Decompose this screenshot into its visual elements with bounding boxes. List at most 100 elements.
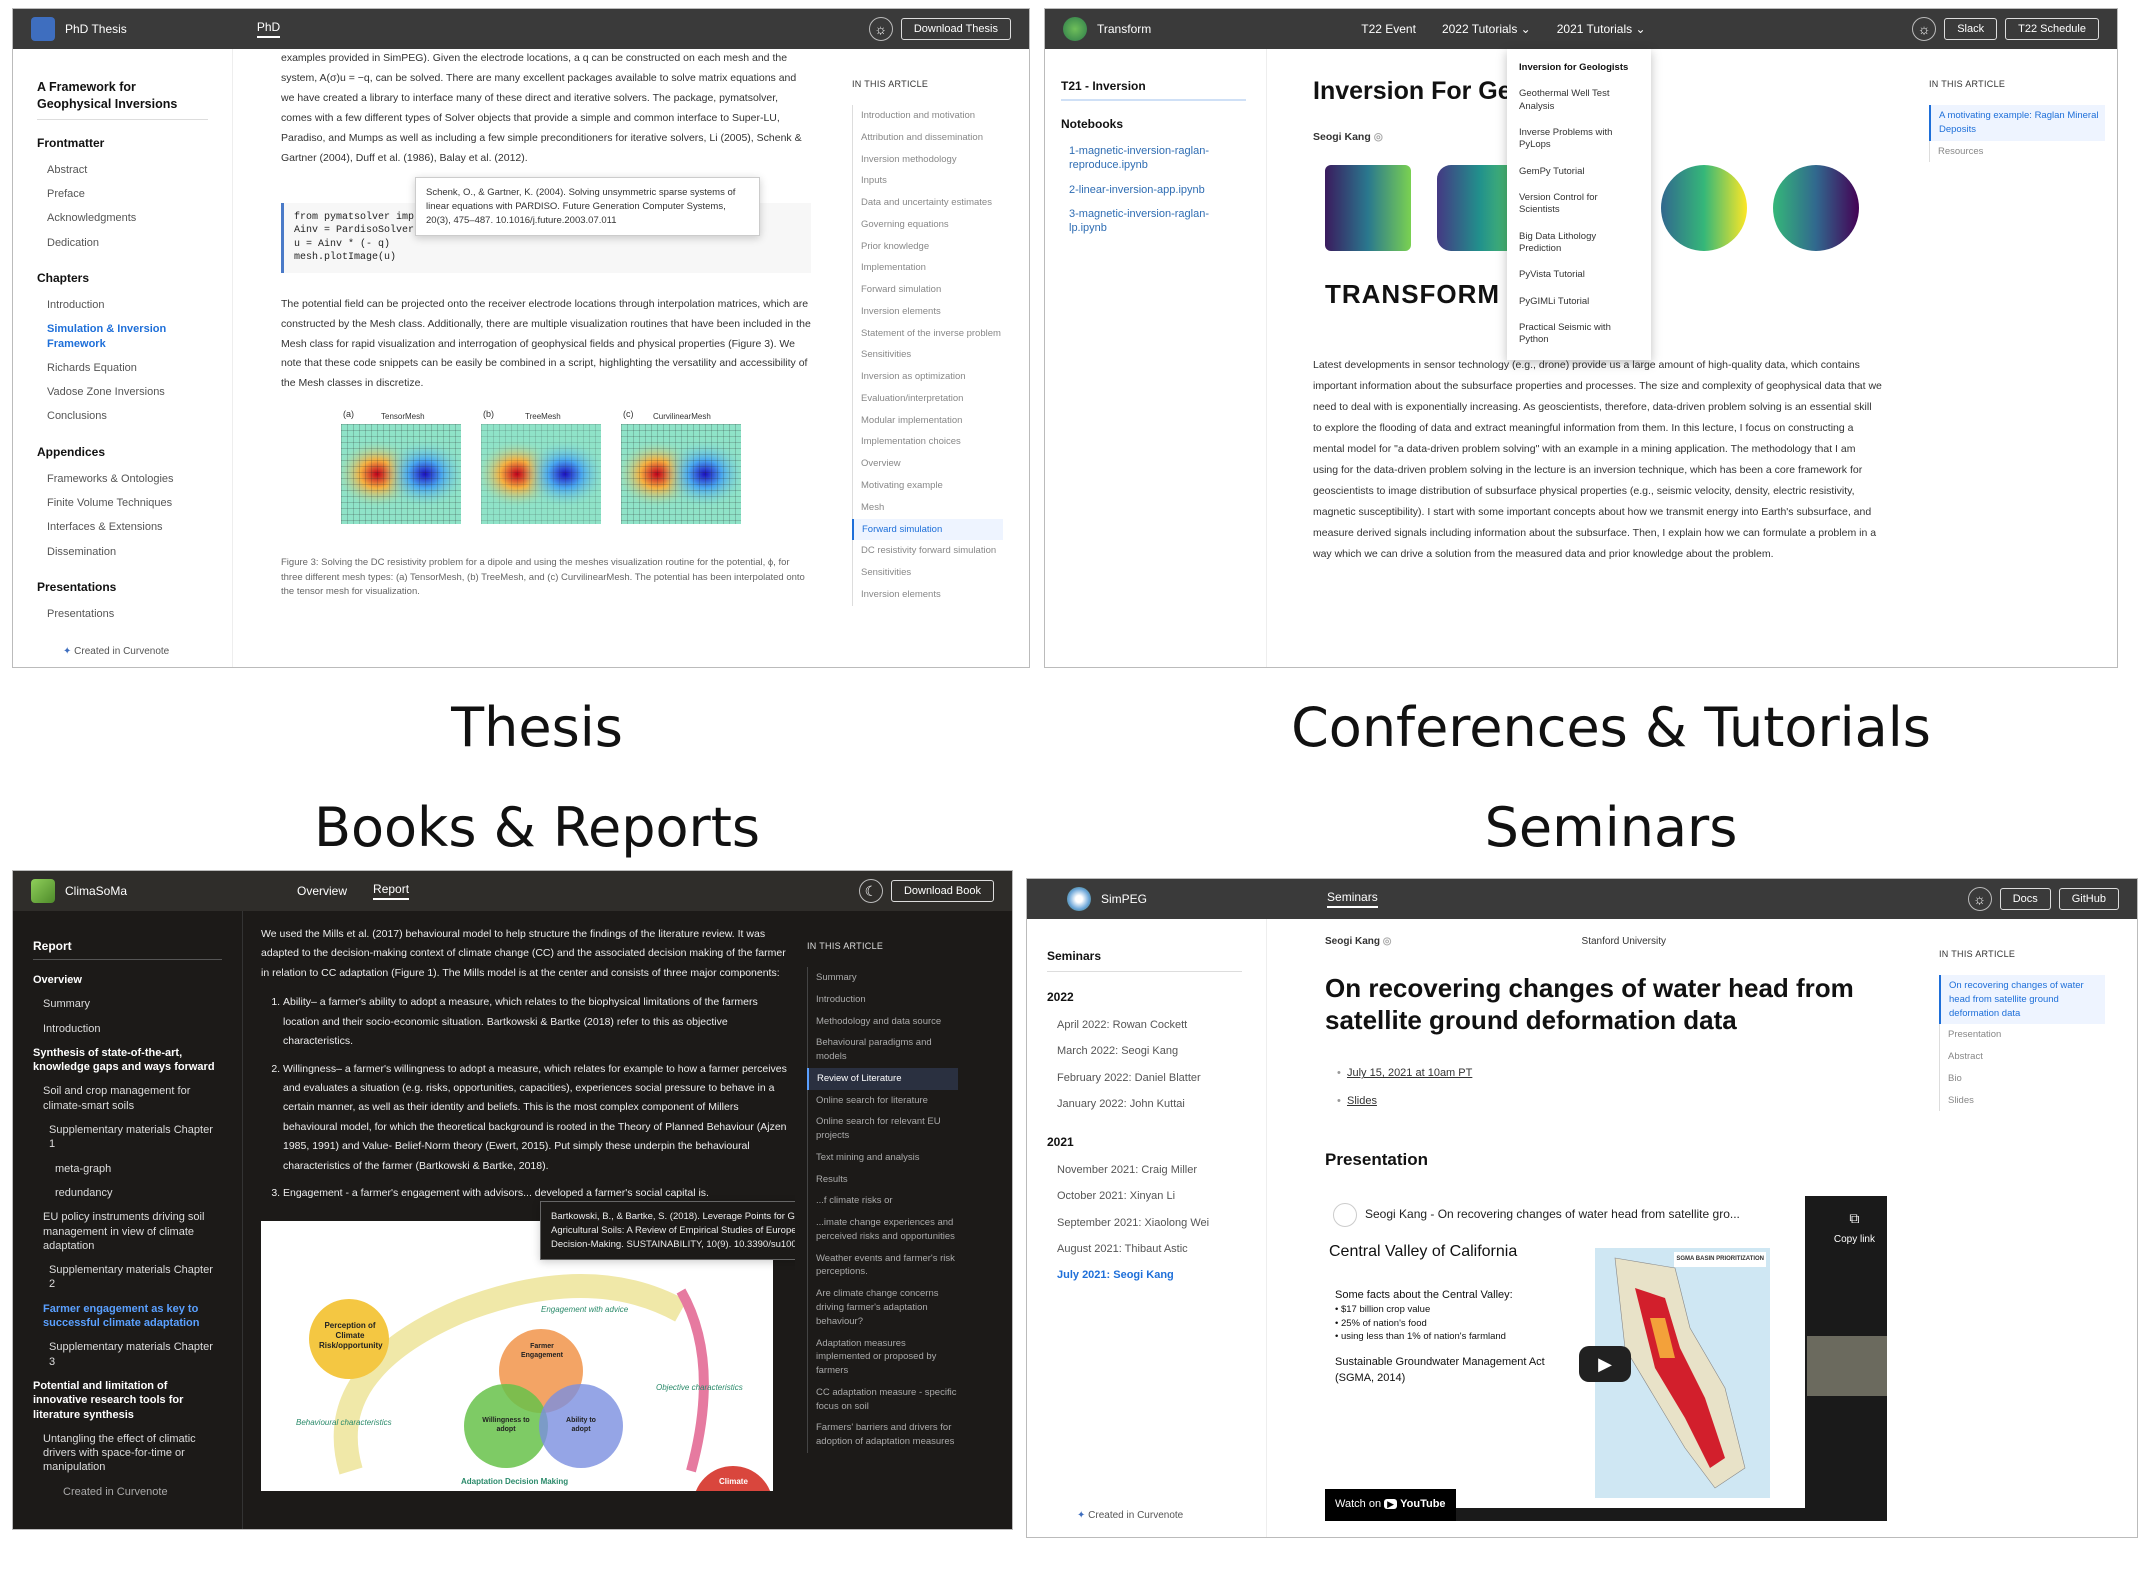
nav-2022-tutorials[interactable]: 2022 Tutorials ⌄ — [1441, 22, 1531, 36]
toc-item[interactable]: Attribution and dissemination — [852, 126, 1003, 149]
toc-item[interactable]: Are climate change concerns driving farm… — [807, 1283, 958, 1333]
toc-item[interactable]: Prior knowledge — [852, 235, 1003, 258]
toc-item[interactable]: Resources — [1929, 140, 2105, 163]
sidebar-item[interactable]: Presentations — [47, 607, 115, 620]
toc-item[interactable]: Forward simulation — [852, 518, 1003, 541]
dropdown-item[interactable]: PyGIMLi Tutorial — [1519, 295, 1590, 307]
video-title[interactable]: Seogi Kang - On recovering changes of wa… — [1365, 1207, 1740, 1222]
figure-3[interactable]: (a) TensorMesh (b) TreeMesh (c) Curvilin… — [281, 406, 811, 556]
sidebar-item[interactable]: Overview — [33, 974, 82, 986]
moon-icon[interactable]: ☾ — [858, 879, 883, 903]
theme-toggle-icon[interactable]: ☼ — [868, 17, 893, 41]
toc-item[interactable]: Presentation — [1939, 1024, 2105, 1047]
toc-item[interactable]: Modular implementation — [852, 409, 1003, 432]
sidebar-item[interactable]: redundancy — [55, 1186, 113, 1199]
app-title[interactable]: Transform — [1097, 22, 1152, 36]
dropdown-item[interactable]: Version Control for Scientists — [1519, 192, 1598, 216]
seminar-item[interactable]: July 2021: Seogi Kang — [1057, 1269, 1174, 1282]
toc-item[interactable]: Evaluation/interpretation — [852, 387, 1003, 410]
toc-item[interactable]: Adaptation measures implemented or propo… — [807, 1332, 958, 1382]
dropdown-item[interactable]: GemPy Tutorial — [1519, 165, 1585, 177]
notebook-link[interactable]: 1-magnetic-inversion-raglan-reproduce.ip… — [1069, 145, 1210, 172]
dropdown-item[interactable]: Inverse Problems with PyLops — [1519, 127, 1613, 151]
sidebar-item[interactable]: meta-graph — [55, 1162, 112, 1175]
toc-item[interactable]: Data and uncertainty estimates — [852, 192, 1003, 214]
toc-item[interactable]: ...f climate risks or — [807, 1190, 958, 1213]
slides-link[interactable]: • Slides — [1337, 1094, 1377, 1107]
sidebar-item[interactable]: Supplementary materials Chapter 1 — [49, 1124, 213, 1151]
dropdown-item[interactable]: Big Data Lithology Prediction — [1519, 230, 1597, 255]
download-book-button[interactable]: Download Book — [890, 880, 994, 902]
dropdown-item[interactable]: Inversion for Geologists — [1519, 62, 1629, 73]
seminar-item[interactable]: February 2022: Daniel Blatter — [1057, 1071, 1201, 1084]
seminar-item[interactable]: April 2022: Rowan Cockett — [1057, 1019, 1188, 1031]
toc-item[interactable]: Introduction — [807, 988, 958, 1011]
app-title[interactable]: SimPEG — [1101, 892, 1148, 906]
simpeg-logo-icon[interactable] — [1067, 887, 1091, 911]
schedule-button[interactable]: T22 Schedule — [2005, 18, 2099, 40]
sidebar-item[interactable]: Frameworks & Ontologies — [47, 472, 174, 485]
nav-seminars[interactable]: Seminars — [1327, 890, 1378, 908]
toc-item[interactable]: Inversion methodology — [852, 148, 1003, 171]
toc-item[interactable]: Text mining and analysis — [807, 1146, 958, 1169]
sidebar-item[interactable]: Farmer engagement as key to successful c… — [43, 1302, 200, 1330]
sidebar-item[interactable]: Vadose Zone Inversions — [47, 386, 165, 399]
toc-item[interactable]: Farmers' barriers and drivers for adopti… — [807, 1417, 958, 1453]
channel-avatar-icon[interactable] — [1333, 1203, 1357, 1228]
toc-item[interactable]: Mesh — [852, 496, 1003, 519]
toc-item[interactable]: Statement of the inverse problem — [852, 322, 1003, 345]
behaviour-diagram[interactable]: Perception of Climate Risk/opportunity F… — [261, 1221, 773, 1529]
toc-item[interactable]: Inversion elements — [852, 300, 1003, 323]
toc-item[interactable]: A motivating example: Raglan Mineral Dep… — [1929, 105, 2105, 141]
sidebar-item[interactable]: Introduction — [43, 1022, 101, 1035]
sidebar-item[interactable]: Interfaces & Extensions — [47, 521, 163, 534]
toc-item[interactable]: Implementation — [852, 257, 1003, 280]
toc-item[interactable]: Review of Literature — [807, 1067, 958, 1090]
toc-item[interactable]: Overview — [852, 453, 1003, 476]
toc-item[interactable]: Weather events and farmer's risk percept… — [807, 1247, 958, 1284]
seminar-item[interactable]: October 2021: Xinyan Li — [1057, 1190, 1176, 1203]
toc-item[interactable]: Methodology and data source — [807, 1010, 958, 1033]
sidebar-item[interactable]: Potential and limitation of innovative r… — [33, 1379, 184, 1421]
app-title[interactable]: ClimaSoMa — [65, 884, 128, 898]
toc-item[interactable]: Behavioural paradigms and models — [807, 1032, 958, 1068]
sidebar-item[interactable]: Soil and crop management for climate-sma… — [43, 1085, 191, 1112]
toc-item[interactable]: Online search for relevant EU projects — [807, 1111, 958, 1147]
toc-item[interactable]: Summary — [807, 967, 958, 989]
sidebar-item[interactable]: Conclusions — [47, 410, 107, 423]
sidebar-title[interactable]: T21 - Inversion — [1061, 79, 1246, 101]
sidebar-item[interactable]: Acknowledgments — [47, 212, 137, 225]
climasoma-logo-icon[interactable] — [31, 879, 55, 903]
sidebar-item[interactable]: Supplementary materials Chapter 3 — [49, 1341, 213, 1368]
sidebar-item[interactable]: Dissemination — [47, 545, 117, 558]
slack-button[interactable]: Slack — [1944, 18, 1998, 40]
docs-button[interactable]: Docs — [1999, 888, 2051, 910]
download-thesis-button[interactable]: Download Thesis — [900, 18, 1011, 40]
sidebar-item[interactable]: Summary — [43, 998, 91, 1011]
nav-overview[interactable]: Overview — [297, 884, 348, 898]
toc-item[interactable]: Motivating example — [852, 475, 1003, 497]
toc-item[interactable]: Governing equations — [852, 213, 1003, 236]
watch-on-youtube[interactable]: Watch on ▶ YouTube — [1325, 1489, 1456, 1522]
seminar-item[interactable]: September 2021: Xiaolong Wei — [1057, 1216, 1210, 1229]
toc-item[interactable]: Inputs — [852, 170, 1003, 193]
sidebar-item[interactable]: Dedication — [47, 236, 99, 249]
sidebar-item[interactable]: Created in Curvenote — [63, 1485, 168, 1498]
sidebar-title[interactable]: Seminars — [1047, 949, 1242, 972]
toc-item[interactable]: Slides — [1939, 1089, 2105, 1112]
nav-phd[interactable]: PhD — [256, 20, 281, 38]
seminar-item[interactable]: March 2022: Seogi Kang — [1057, 1045, 1179, 1058]
toc-item[interactable]: CC adaptation measure - specific focus o… — [807, 1381, 958, 1418]
sidebar-item[interactable]: EU policy instruments driving soil manag… — [43, 1211, 205, 1252]
notebook-link[interactable]: 3-magnetic-inversion-raglan-lp.ipynb — [1069, 207, 1210, 235]
curvenote-logo-icon[interactable] — [31, 17, 55, 41]
toc-item[interactable]: ...imate change experiences and perceive… — [807, 1212, 958, 1248]
toc-item[interactable]: Forward simulation — [852, 279, 1003, 301]
theme-toggle-icon[interactable]: ☼ — [1912, 17, 1937, 41]
github-button[interactable]: GitHub — [2058, 888, 2119, 910]
toc-item[interactable]: Results — [807, 1168, 958, 1191]
theme-toggle-icon[interactable]: ☼ — [1967, 887, 1992, 911]
curvenote-footer[interactable]: ✦ Created in Curvenote — [1077, 1510, 1184, 1521]
toc-item[interactable]: On recovering changes of water head from… — [1939, 975, 2105, 1025]
sidebar-item[interactable]: Simulation & Inversion Framework — [47, 323, 167, 350]
